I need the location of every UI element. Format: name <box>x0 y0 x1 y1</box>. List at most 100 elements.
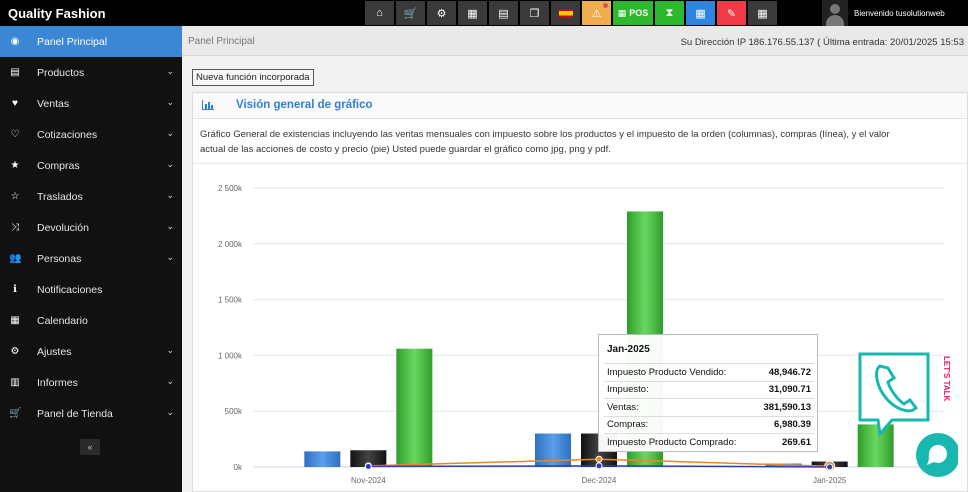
bar[interactable] <box>857 424 894 467</box>
eraser-icon: ✎ <box>726 7 737 20</box>
grid-button[interactable]: ▦ <box>748 1 777 25</box>
avatar[interactable] <box>822 0 848 26</box>
sidebar-item-cotizaciones[interactable]: ♡ Cotizaciones ⌄ <box>0 119 182 150</box>
sidebar-item-label: Cotizaciones <box>37 128 98 141</box>
tooltip-label: Impuesto Producto Vendido: <box>604 363 755 381</box>
chevron-down-icon: ⌄ <box>166 376 174 386</box>
sidebar-collapse-button[interactable]: « <box>80 439 100 455</box>
line-point[interactable] <box>364 462 372 470</box>
settings-button[interactable]: ⚙ <box>427 1 456 25</box>
line-point[interactable] <box>826 463 834 471</box>
line-point[interactable] <box>595 455 603 463</box>
tooltip-label: Impuesto Producto Comprado: <box>604 433 755 451</box>
copy-button[interactable]: ❐ <box>520 1 549 25</box>
language-button[interactable] <box>551 1 580 25</box>
sidebar-item-panel-de-tienda[interactable]: 🛒 Panel de Tienda ⌄ <box>0 398 182 429</box>
top-navbar: Quality Fashion ⌂ 🛒 ⚙ ▦ ▤ ❐ ⚠ ▦ POS ⧗ ▦ ✎… <box>0 0 968 26</box>
star-icon: ★ <box>10 160 20 171</box>
sidebar-item-label: Ajustes <box>37 345 72 358</box>
chevron-down-icon: ⌄ <box>166 221 174 231</box>
tooltip-value: 269.61 <box>754 433 814 451</box>
sidebar-item-label: Panel de Tienda <box>37 407 113 420</box>
bar[interactable] <box>535 433 571 467</box>
y-tick-label: 2 000k <box>218 240 243 249</box>
heart-icon: ♥ <box>12 98 18 109</box>
calendar-icon: ▦ <box>10 315 20 326</box>
sidebar-item-label: Panel Principal <box>37 35 108 48</box>
pos-icon: ▦ <box>617 7 627 18</box>
sidebar-item-calendario[interactable]: ▦ Calendario <box>0 305 182 336</box>
home-button[interactable]: ⌂ <box>365 1 394 25</box>
copy-icon: ❐ <box>529 7 540 20</box>
calculator-button[interactable]: ▦ <box>458 1 487 25</box>
chat-icon <box>927 444 947 465</box>
phone-icon <box>875 364 918 413</box>
sidebar-item-notificaciones[interactable]: ℹ Notificaciones <box>0 274 182 305</box>
tooltip-label: Impuesto: <box>604 380 755 399</box>
pos-label: POS <box>629 8 649 18</box>
user-menu[interactable]: Bienvenido tusolutionweb <box>822 0 945 26</box>
line-point[interactable] <box>595 462 603 470</box>
bar[interactable] <box>396 348 433 467</box>
y-tick-label: 1 500k <box>218 296 243 305</box>
chevron-down-icon: ⌄ <box>166 407 174 417</box>
x-tick-label: Dec-2024 <box>582 476 617 485</box>
ip-info: Su Dirección IP 186.176.55.137 ( Última … <box>680 37 964 48</box>
tooltip-row: Impuesto: 31,090.71 <box>604 380 814 399</box>
bar[interactable] <box>304 451 341 467</box>
sidebar-item-ajustes[interactable]: ⚙ Ajustes ⌄ <box>0 336 182 367</box>
sidebar-item-productos[interactable]: ▤ Productos ⌄ <box>0 57 182 88</box>
app-title[interactable]: Quality Fashion <box>8 5 106 21</box>
tooltip-value: 48,946.72 <box>754 363 814 381</box>
sidebar-item-devoluci-n[interactable]: ⤨ Devolución ⌄ <box>0 212 182 243</box>
tooltip-value: 6,980.39 <box>754 415 814 434</box>
tooltip-value: 381,590.13 <box>754 398 814 416</box>
cart-icon: 🛒 <box>9 408 22 419</box>
bar[interactable] <box>350 450 387 467</box>
cart-icon: 🛒 <box>403 7 418 20</box>
tooltip-value: 31,090.71 <box>754 380 814 399</box>
sidebar-item-label: Ventas <box>37 97 70 110</box>
users-icon: 👥 <box>9 253 22 264</box>
hourglass-button[interactable]: ⧗ <box>655 1 684 25</box>
sidebar-item-traslados[interactable]: ☆ Traslados ⌄ <box>0 181 182 212</box>
heart-outline-icon: ♡ <box>10 129 20 140</box>
tooltip-row: Compras: 6,980.39 <box>604 415 814 434</box>
sidebar-item-label: Compras <box>37 159 80 172</box>
calendar-button[interactable]: ▤ <box>489 1 518 25</box>
sidebar-item-label: Informes <box>37 376 78 389</box>
sidebar-item-label: Productos <box>37 66 85 79</box>
barcode-icon: ▤ <box>10 67 20 78</box>
y-tick-label: 500k <box>225 407 243 416</box>
pos-button[interactable]: ▦ POS <box>613 1 653 25</box>
dashboard-icon: ◉ <box>10 36 20 47</box>
sidebar-item-panel-principal[interactable]: ◉ Panel Principal <box>0 26 182 57</box>
sidebar-item-personas[interactable]: 👥 Personas ⌄ <box>0 243 182 274</box>
sidebar-item-compras[interactable]: ★ Compras ⌄ <box>0 150 182 181</box>
lets-talk-label: LET'S TALK <box>942 356 951 402</box>
table-icon: ▦ <box>695 7 706 20</box>
x-tick-label: Nov-2024 <box>351 476 386 485</box>
welcome-text[interactable]: Bienvenido tusolutionweb <box>854 8 945 18</box>
breadcrumb: Panel Principal <box>188 36 255 47</box>
sidebar-item-label: Calendario <box>37 314 88 327</box>
sidebar: ◉ Panel Principal ▤ Productos ⌄ ♥ Ventas ⌄ ♡ Coti… <box>0 26 182 492</box>
tooltip-table: Impuesto Producto Vendido: 48,946.72 Impue… <box>604 363 814 451</box>
info-icon: ℹ <box>13 284 17 295</box>
pos-cart-button[interactable]: 🛒 <box>396 1 425 25</box>
lets-talk-widget[interactable]: LET'S TALK <box>858 350 958 492</box>
table-button[interactable]: ▦ <box>686 1 715 25</box>
warning-icon: ⚠ <box>591 7 602 20</box>
tooltip-row: Impuesto Producto Comprado: 269.61 <box>604 433 814 451</box>
bar-chart-icon: ▥ <box>10 377 20 388</box>
sidebar-item-informes[interactable]: ▥ Informes ⌄ <box>0 367 182 398</box>
new-feature-button[interactable]: Nueva función incorporada <box>192 69 314 86</box>
sidebar-item-ventas[interactable]: ♥ Ventas ⌄ <box>0 88 182 119</box>
sidebar-nav: ◉ Panel Principal ▤ Productos ⌄ ♥ Ventas ⌄ ♡ Coti… <box>0 26 182 429</box>
sidebar-item-label: Devolución <box>37 221 89 234</box>
description-line: actual de las acciones de costo y precio… <box>200 143 611 155</box>
alerts-button[interactable]: ⚠ <box>582 1 611 25</box>
calculator-icon: ▦ <box>467 7 478 20</box>
eraser-button[interactable]: ✎ <box>717 1 746 25</box>
